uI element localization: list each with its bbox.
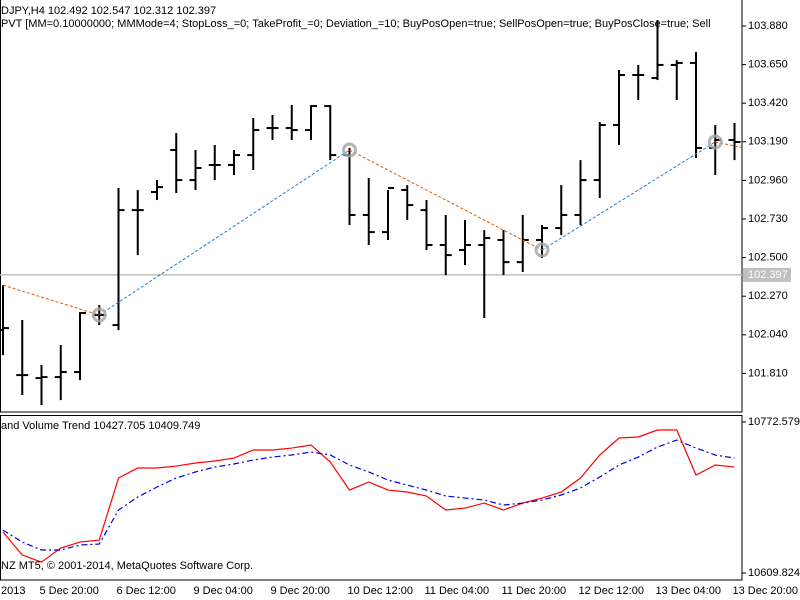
current-price-label: 102.397 [748,269,788,281]
x-tick-label: 9 Dec 20:00 [271,585,330,597]
deal-marker [534,242,550,258]
x-tick-label: 5 Dec 20:00 [40,585,99,597]
current-price-box [743,267,791,282]
y-tick-label: 102.730 [748,213,788,225]
indicator-line [2,429,735,563]
chart-subtitle: PVT [MM=0.10000000; MMMode=4; StopLoss_=… [1,18,711,30]
y-tick-label: 103.650 [748,59,788,71]
x-tick-label: 13 Dec 20:00 [733,585,798,597]
indicator-line [2,439,735,551]
indicator-title: and Volume Trend 10427.705 10409.749 [1,420,200,432]
y-tick-label: 103.880 [748,20,788,32]
deal-marker [342,142,357,158]
y-tick-label: 10772.579 [748,416,800,428]
x-tick-label: 9 Dec 04:00 [194,585,253,597]
trade-line [349,149,543,251]
main-panel [0,0,743,413]
axes: 103.880 103.650 103.420 103.190 102.960 102.7… [1,20,800,597]
y-tick-label: 10609.824 [748,567,800,579]
x-tick-label: 6 Dec 12:00 [117,585,176,597]
copyright: NZ MT5, © 2001-2014, MetaQuotes Software… [1,560,253,572]
indicator-panel [0,415,743,581]
chart-title: DJPY,H4 102.492 102.547 102.312 102.397 [1,5,216,17]
y-tick-label: 102.960 [748,174,788,186]
trade-line [2,284,100,316]
y-tick-label: 102.270 [748,290,788,302]
x-tick-label: 11 Dec 20:00 [502,585,567,597]
trade-line [541,141,716,251]
x-tick-label: 10 Dec 12:00 [348,585,413,597]
x-tick-label: 12 Dec 12:00 [579,585,644,597]
y-tick-label: 102.040 [748,329,788,341]
y-tick-label: 103.190 [748,136,788,148]
x-tick-label: 11 Dec 04:00 [425,585,490,597]
main-plot [0,19,742,406]
y-tick-label: 102.500 [748,252,788,264]
y-tick-label: 101.810 [748,367,788,379]
x-tick-label: 13 Dec 04:00 [656,585,721,597]
indicator-plot [2,429,735,563]
y-tick-label: 103.420 [748,97,788,109]
deal-marker [707,134,723,150]
x-tick-label: 2013 [1,585,25,597]
deal-marker [91,307,107,323]
